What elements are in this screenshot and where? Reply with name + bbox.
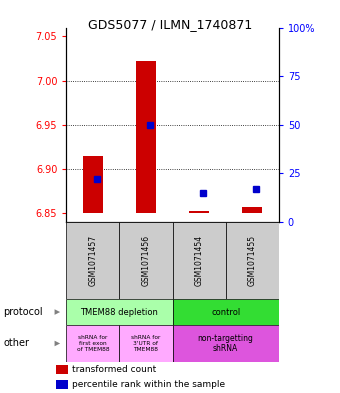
Text: non-targetting
shRNA: non-targetting shRNA: [198, 334, 254, 353]
Bar: [119, 222, 173, 299]
Text: transformed count: transformed count: [72, 365, 156, 374]
Bar: [66, 299, 173, 325]
Text: GDS5077 / ILMN_1740871: GDS5077 / ILMN_1740871: [88, 18, 252, 31]
Bar: [66, 325, 119, 362]
Text: GSM1071456: GSM1071456: [141, 235, 151, 286]
Bar: [66, 222, 119, 299]
Text: GSM1071455: GSM1071455: [248, 235, 257, 286]
Text: percentile rank within the sample: percentile rank within the sample: [72, 380, 225, 389]
Text: protocol: protocol: [3, 307, 43, 317]
Text: shRNA for
first exon
of TMEM88: shRNA for first exon of TMEM88: [76, 335, 109, 352]
Text: GSM1071454: GSM1071454: [194, 235, 204, 286]
Bar: [56, 380, 68, 389]
Bar: [242, 207, 262, 213]
Bar: [173, 325, 279, 362]
Bar: [119, 325, 173, 362]
Bar: [226, 222, 279, 299]
Bar: [136, 61, 156, 213]
Text: shRNA for
3'UTR of
TMEM88: shRNA for 3'UTR of TMEM88: [131, 335, 161, 352]
Text: other: other: [3, 338, 29, 349]
Text: TMEM88 depletion: TMEM88 depletion: [81, 308, 158, 316]
Bar: [173, 222, 226, 299]
Text: GSM1071457: GSM1071457: [88, 235, 97, 286]
Bar: [173, 299, 279, 325]
Text: control: control: [211, 308, 240, 316]
Bar: [56, 365, 68, 374]
Bar: [189, 211, 209, 213]
Bar: [83, 156, 103, 213]
